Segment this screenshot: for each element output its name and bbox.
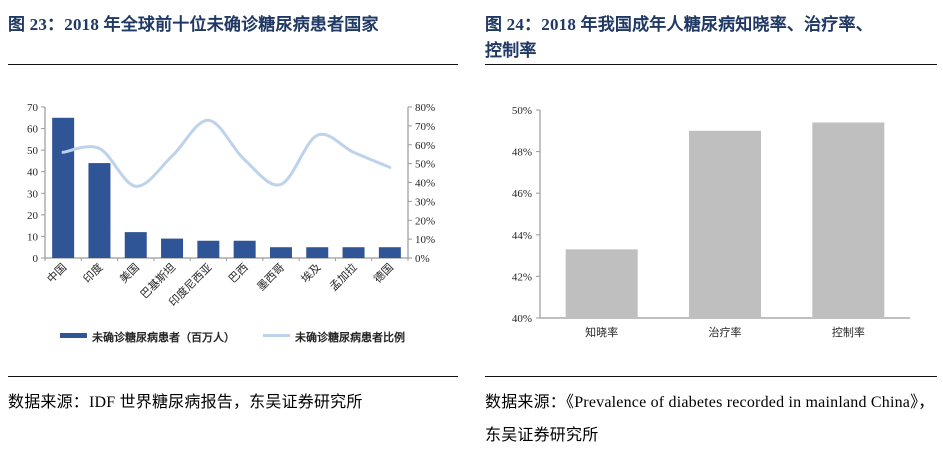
x-category-label: 中国 — [45, 261, 70, 286]
right-axis-tick-label: 0% — [415, 253, 430, 265]
right-axis-tick-label: 40% — [415, 178, 435, 190]
left-axis-tick-label: 40 — [27, 167, 39, 179]
figure-23-source-divider — [8, 376, 458, 377]
undiagnosed-count-bar — [197, 240, 220, 258]
right-axis-tick-label: 60% — [415, 140, 435, 152]
undiagnosed-count-bar — [378, 247, 401, 258]
figure-24-title-line1: 图 24：2018 年我国成年人糖尿病知晓率、治疗率、 — [485, 15, 873, 34]
undiagnosed-count-bar — [269, 247, 292, 258]
undiagnosed-count-bar — [342, 247, 365, 258]
x-category-label: 治疗率 — [709, 325, 742, 339]
x-category-label: 知晓率 — [585, 325, 618, 339]
y-axis-tick-label: 50% — [512, 105, 532, 117]
y-axis-tick-label: 48% — [512, 147, 532, 159]
undiagnosed-count-bar — [233, 240, 256, 258]
left-axis-tick-label: 60 — [27, 124, 39, 136]
y-axis-tick-label: 44% — [512, 230, 532, 242]
undiagnosed-count-bar — [124, 232, 147, 258]
figure-24-svg: 40% 42% 44% 46% 48% 50% 知晓率 治疗率 控制率 — [512, 105, 910, 339]
undiagnosed-count-bar — [52, 117, 75, 259]
x-category-label: 印度 — [80, 260, 105, 285]
figure-24-title: 图 24：2018 年我国成年人糖尿病知晓率、治疗率、 控制率 — [485, 12, 937, 64]
figure-23-chart: 0 10 20 30 40 50 60 70 0% 10% 20% 30% 40% 50% 60% 70% 80… — [8, 65, 458, 376]
figure-24-source-divider — [485, 376, 937, 377]
figure-24-chart: 40% 42% 44% 46% 48% 50% 知晓率 治疗率 控制率 — [485, 65, 937, 376]
right-axis-tick-label: 30% — [415, 196, 435, 208]
figure-23-panel: 图 23：2018 年全球前十位未确诊糖尿病患者国家 0 10 20 30 40 50 60… — [0, 0, 471, 449]
undiagnosed-ratio-line — [61, 118, 392, 188]
legend-bar-label: 未确诊糖尿病患者（百万人） — [91, 330, 235, 344]
right-axis-tick-label: 80% — [415, 102, 435, 114]
left-axis-tick-label: 10 — [27, 231, 39, 243]
rate-bar — [812, 122, 885, 318]
x-category-label: 墨西哥 — [255, 261, 288, 294]
undiagnosed-count-bar — [306, 247, 329, 258]
y-axis-tick-label: 46% — [512, 188, 532, 200]
figure-23-title-divider — [8, 64, 458, 65]
left-axis-tick-label: 70 — [27, 102, 39, 114]
x-category-label: 孟加拉 — [326, 260, 359, 293]
right-axis-tick-label: 50% — [415, 159, 435, 171]
legend-line-label: 未确诊糖尿病患者比例 — [294, 330, 405, 344]
undiagnosed-count-bar — [88, 163, 111, 258]
right-axis-tick-label: 20% — [415, 215, 435, 227]
x-category-label: 美国 — [117, 261, 142, 286]
left-axis-tick-label: 30 — [27, 188, 39, 200]
rate-bar — [565, 249, 638, 318]
right-axis-tick-label: 70% — [415, 121, 435, 133]
figure-24-title-divider — [485, 64, 937, 65]
x-category-label: 控制率 — [832, 325, 865, 339]
y-axis-tick-label: 40% — [512, 313, 532, 325]
y-axis-tick-label: 42% — [512, 271, 532, 283]
right-axis-tick-label: 10% — [415, 234, 435, 246]
figure-24-panel: 图 24：2018 年我国成年人糖尿病知晓率、治疗率、 控制率 40% 42% 44… — [471, 0, 943, 449]
left-axis-tick-label: 20 — [27, 210, 39, 222]
undiagnosed-count-bar — [161, 238, 184, 258]
x-category-label: 巴西 — [227, 262, 251, 286]
legend-line-swatch — [263, 334, 290, 337]
figure-23-svg: 0 10 20 30 40 50 60 70 0% 10% 20% 30% 40% 50% 60% 70% 80… — [27, 102, 435, 344]
figure-23-title: 图 23：2018 年全球前十位未确诊糖尿病患者国家 — [8, 15, 379, 34]
left-axis-tick-label: 50 — [27, 145, 39, 157]
legend-bar-swatch — [60, 333, 87, 338]
figure-23-source: 数据来源：IDF 世界糖尿病报告，东吴证券研究所 — [8, 394, 363, 411]
x-category-label: 埃及 — [298, 260, 323, 285]
figure-24-source: 数据来源：《Prevalence of diabetes recorded in… — [485, 394, 935, 444]
figure-24-title-line2: 控制率 — [485, 41, 537, 60]
left-axis-tick-label: 0 — [33, 253, 39, 265]
x-category-label: 德国 — [371, 260, 396, 285]
rate-bar — [689, 130, 761, 318]
